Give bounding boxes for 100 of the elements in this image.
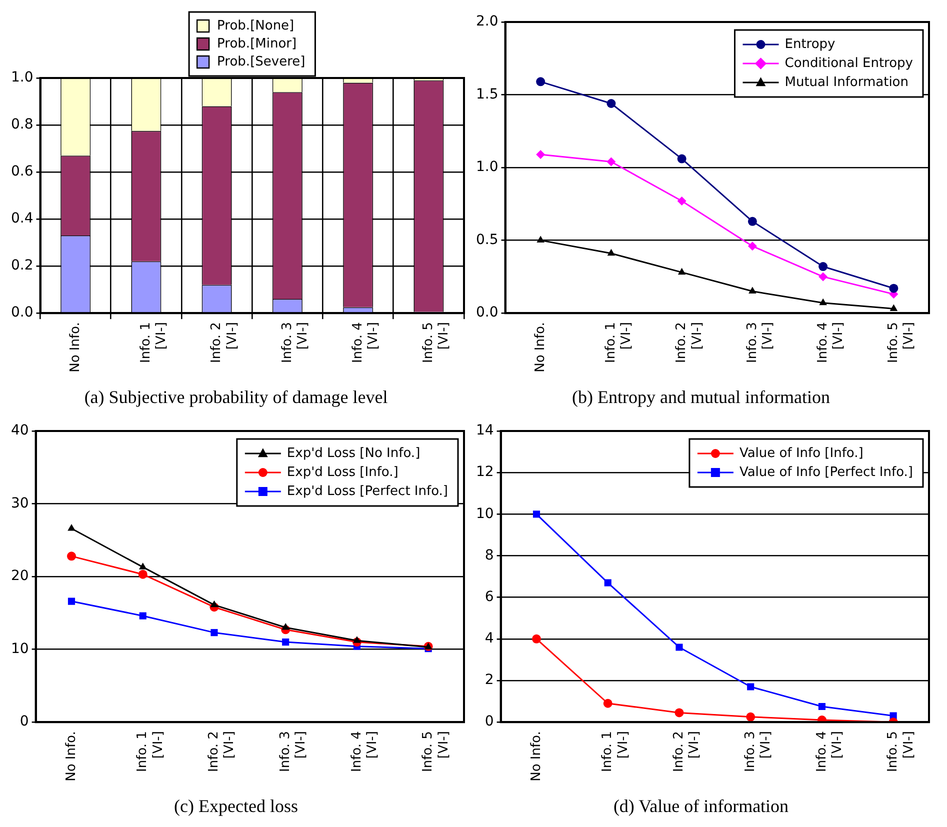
point xyxy=(66,552,76,561)
point xyxy=(536,236,544,243)
x-tick-label: Info. 3 [VI-] xyxy=(280,322,310,364)
point xyxy=(604,579,612,586)
y-tick-label: 0.0 xyxy=(476,304,498,321)
point xyxy=(282,638,290,646)
y-tick-label: 0.5 xyxy=(476,232,498,248)
point xyxy=(890,304,898,311)
point xyxy=(353,636,361,643)
y-tick-label: 2 xyxy=(484,672,494,688)
point xyxy=(818,272,828,282)
y-tick-label: 10 xyxy=(10,640,29,657)
x-tick-label: No Info. xyxy=(528,731,544,782)
point xyxy=(282,622,290,630)
x-tick-label: Info. 3 [VI-] xyxy=(742,731,774,772)
text: (b) Entropy and mutual information xyxy=(572,386,830,407)
y-tick-label: 12 xyxy=(476,464,494,480)
y-tick-label: 0 xyxy=(484,714,494,730)
y-tick-label: 4 xyxy=(484,630,494,647)
point xyxy=(678,268,686,275)
legend-label: Value of Info [Info.] xyxy=(739,446,864,461)
x-tick-label: Info. 1 [VI-] xyxy=(138,322,170,364)
legend-label: Value of Info [Perfect Info.] xyxy=(739,464,914,480)
x-tick-label: Info. 4 [VI-] xyxy=(815,322,846,364)
point xyxy=(210,629,218,636)
y-tick-label: 14 xyxy=(476,422,494,439)
y-tick-label: 8 xyxy=(484,547,494,564)
x-tick-label: Info. 3 [VI-] xyxy=(744,322,776,364)
y-tick-label: 6 xyxy=(484,588,494,605)
point xyxy=(68,598,76,605)
text: (a) Subjective probability of damage level xyxy=(84,386,388,407)
legend-label: Prob.[None] xyxy=(217,18,294,34)
x-tick-label: Info. 2 [VI-] xyxy=(209,322,240,364)
point xyxy=(748,216,757,226)
x-tick-label: Info. 5 [VI-] xyxy=(421,322,452,364)
legend-label: Exp'd Loss [Perfect Info.] xyxy=(286,484,448,499)
legend-label: Exp'd Loss [No Info.] xyxy=(286,446,420,461)
point xyxy=(676,644,683,651)
point xyxy=(138,562,147,570)
point xyxy=(210,600,218,608)
point xyxy=(606,157,616,166)
x-tick-label: No Info. xyxy=(532,322,548,372)
x-tick-label: No Info. xyxy=(68,322,83,372)
legend-label: Conditional Entropy xyxy=(784,56,914,71)
y-tick-label: 0.6 xyxy=(11,164,34,180)
x-tick-label: Info. 4 [VI-] xyxy=(350,322,382,364)
x-tick-label: Info. 5 [VI-] xyxy=(886,322,917,364)
x-tick-label: Info. 5 [VI-] xyxy=(886,731,916,772)
legend-label: Prob.[Severe] xyxy=(217,54,306,70)
point xyxy=(818,702,826,710)
point xyxy=(532,634,541,644)
x-tick-label: Info. 1 [VI-] xyxy=(135,731,166,772)
y-tick-label: 0.4 xyxy=(11,210,34,227)
point xyxy=(606,99,616,108)
x-tick-label: Info. 2 [VI-] xyxy=(206,731,238,772)
point xyxy=(674,708,684,718)
legend-label: Entropy xyxy=(784,36,836,52)
x-tick-label: Info. 1 [VI-] xyxy=(600,731,631,772)
point xyxy=(532,510,540,518)
x-tick-label: Info. 2 [VI-] xyxy=(674,322,705,364)
point xyxy=(68,524,76,531)
x-tick-label: Info. 4 [VI-] xyxy=(349,731,380,772)
point xyxy=(536,150,546,159)
y-tick-label: 30 xyxy=(10,495,29,512)
x-tick-label: Info. 1 [VI-] xyxy=(604,322,634,364)
y-tick-label: 0.0 xyxy=(11,304,34,321)
x-tick-label: No Info. xyxy=(64,731,79,782)
text: (c) Expected loss xyxy=(174,796,298,816)
text: (d) Value of information xyxy=(613,796,789,816)
point xyxy=(818,262,828,272)
point xyxy=(748,286,756,294)
y-tick-label: 0.2 xyxy=(11,258,34,274)
y-tick-label: 1.0 xyxy=(476,159,498,176)
legend-label: Mutual Information xyxy=(784,74,909,90)
point xyxy=(139,612,146,620)
point xyxy=(607,248,616,256)
legend-label: Exp'd Loss [Info.] xyxy=(286,464,398,480)
point xyxy=(603,698,612,708)
x-tick-label: Info. 2 [VI-] xyxy=(672,731,702,772)
y-tick-label: 1.5 xyxy=(476,86,498,102)
y-tick-label: 2.0 xyxy=(476,14,498,30)
point xyxy=(747,683,754,690)
x-tick-label: Info. 3 [VI-] xyxy=(278,731,309,772)
point xyxy=(536,77,546,86)
legend-label: Prob.[Minor] xyxy=(217,36,297,52)
point xyxy=(677,196,686,206)
y-tick-label: 10 xyxy=(476,506,494,522)
point xyxy=(748,242,757,251)
point xyxy=(819,298,827,306)
y-tick-label: 0.8 xyxy=(11,116,34,133)
x-tick-label: Info. 5 [VI-] xyxy=(420,731,452,772)
point xyxy=(889,284,898,293)
point xyxy=(677,154,686,164)
point xyxy=(138,570,148,579)
y-tick-label: 1.0 xyxy=(11,70,34,86)
point xyxy=(746,712,756,722)
y-tick-label: 20 xyxy=(10,568,29,584)
y-tick-label: 0 xyxy=(20,714,29,730)
y-tick-label: 40 xyxy=(10,422,29,439)
x-tick-label: Info. 4 [VI-] xyxy=(814,731,845,772)
